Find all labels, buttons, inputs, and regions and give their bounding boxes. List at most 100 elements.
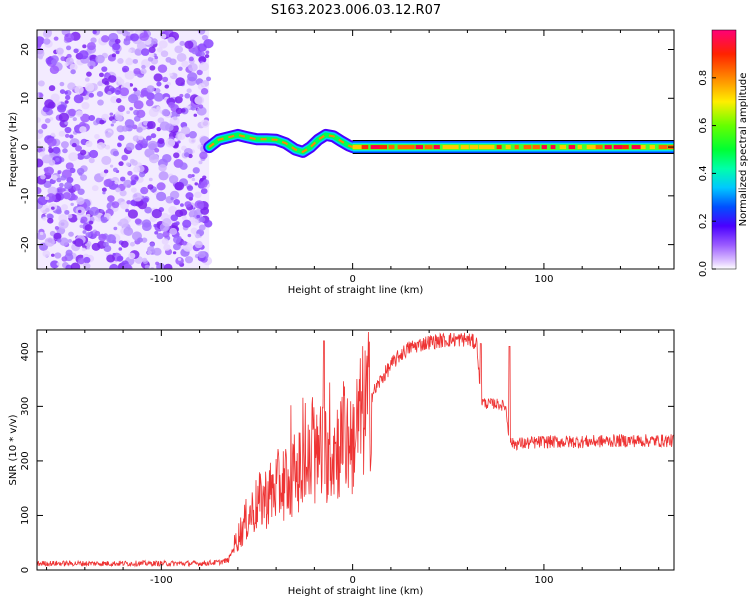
noise-blob [178, 66, 183, 71]
noise-blob [172, 243, 181, 251]
noise-blob [74, 238, 84, 247]
colorbar-gradient [711, 29, 737, 270]
signal-band-core [352, 145, 363, 150]
noise-blob [54, 252, 62, 259]
noise-blob [78, 50, 89, 60]
noise-blob [37, 140, 41, 147]
noise-blob [100, 209, 104, 213]
noise-blob [168, 206, 178, 215]
noise-blob [53, 232, 62, 240]
noise-blob [159, 121, 170, 131]
noise-blob [186, 185, 194, 191]
noise-blob [79, 224, 84, 229]
noise-blob [50, 260, 60, 269]
noise-blob [48, 159, 56, 166]
noise-blob [187, 174, 193, 179]
noise-blob [127, 170, 133, 176]
noise-blob [47, 137, 57, 147]
noise-blob [194, 240, 203, 249]
noise-blob [162, 218, 172, 227]
noise-blob [79, 126, 87, 133]
noise-blob [89, 206, 100, 216]
noise-blob [198, 224, 206, 231]
noise-blob [67, 213, 73, 219]
noise-blob [86, 246, 91, 250]
noise-blob [148, 107, 159, 117]
bot-ytick-label: 400 [20, 342, 31, 361]
noise-blob [193, 113, 198, 117]
noise-blob [95, 54, 105, 64]
signal-band-core [514, 145, 519, 150]
noise-blob [52, 146, 61, 154]
noise-blob [64, 209, 70, 215]
noise-blob [56, 104, 67, 113]
noise-blob [139, 32, 149, 42]
noise-blob [37, 186, 42, 195]
noise-blob [53, 36, 59, 41]
noise-blob [55, 157, 60, 162]
noise-blob [39, 231, 44, 236]
noise-blob [67, 239, 72, 243]
signal-band-core [568, 145, 576, 150]
noise-blob [117, 134, 125, 141]
noise-blob [168, 175, 179, 184]
noise-blob [175, 77, 185, 86]
noise-blob [80, 216, 88, 223]
bot-ylabel: SNR (10 * v/v) [8, 414, 19, 485]
noise-blob [191, 48, 199, 55]
noise-blob [172, 251, 177, 255]
noise-blob [175, 107, 183, 115]
noise-blob [134, 176, 139, 180]
noise-blob [157, 64, 168, 73]
top-xlabel: Height of straight line (km) [288, 285, 424, 296]
noise-blob [43, 38, 51, 45]
noise-blob [173, 236, 181, 244]
noise-blob [174, 45, 184, 54]
noise-blob [128, 93, 139, 104]
noise-blob [204, 54, 210, 59]
noise-blob [45, 207, 50, 213]
noise-blob [179, 208, 188, 217]
noise-blob [89, 65, 94, 70]
noise-blob [148, 153, 160, 164]
noise-blob [156, 81, 162, 87]
noise-blob [73, 94, 84, 104]
noise-blob [50, 93, 60, 102]
noise-blob [202, 175, 207, 180]
noise-blob [146, 85, 155, 93]
noise-blob [78, 172, 83, 176]
noise-blob [156, 47, 163, 53]
noise-blob [130, 200, 137, 206]
noise-blob [162, 231, 170, 238]
noise-blob [179, 40, 186, 47]
noise-blob [173, 116, 178, 121]
noise-blob [156, 106, 161, 111]
noise-blob [183, 152, 190, 158]
noise-blob [165, 56, 172, 63]
noise-blob [80, 174, 88, 181]
noise-blob [86, 42, 96, 51]
noise-blob [64, 133, 70, 138]
noise-blob [155, 261, 160, 266]
noise-blob [91, 185, 99, 192]
noise-blob [170, 197, 174, 201]
signal-band-core [361, 145, 369, 150]
noise-blob [99, 119, 105, 125]
signal-band-core [397, 145, 408, 150]
noise-blob [73, 48, 79, 54]
noise-blob [84, 224, 93, 232]
noise-blob [83, 256, 91, 264]
noise-blob [84, 83, 95, 92]
noise-blob [131, 159, 138, 166]
signal-band-core [388, 145, 395, 150]
noise-blob [85, 232, 92, 238]
noise-blob [64, 33, 75, 43]
noise-blob [124, 119, 135, 128]
noise-blob [59, 81, 65, 87]
noise-blob [37, 117, 42, 123]
noise-blob [97, 99, 104, 106]
noise-blob [161, 108, 170, 117]
noise-blob [194, 191, 202, 199]
noise-blob [142, 138, 149, 144]
signal-wiggle-inner [206, 132, 356, 155]
